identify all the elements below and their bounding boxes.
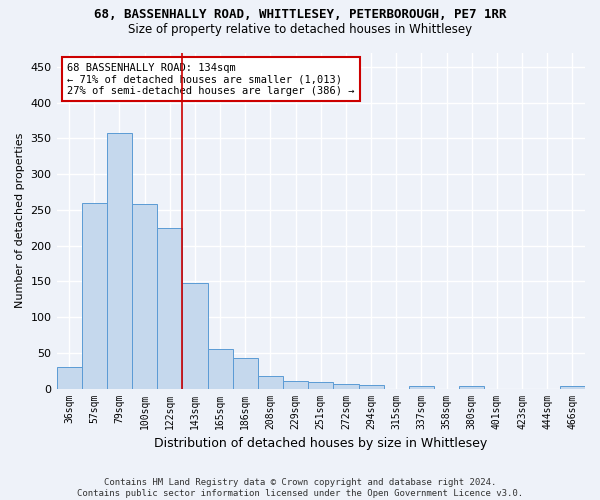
Text: Size of property relative to detached houses in Whittlesey: Size of property relative to detached ho… <box>128 22 472 36</box>
Bar <box>334 384 359 388</box>
Y-axis label: Number of detached properties: Number of detached properties <box>15 133 25 308</box>
Bar <box>233 358 258 388</box>
Bar <box>182 284 208 389</box>
Bar <box>107 134 132 388</box>
Bar <box>258 376 283 388</box>
Bar <box>132 204 157 388</box>
Bar <box>308 382 334 388</box>
Bar <box>560 386 585 388</box>
X-axis label: Distribution of detached houses by size in Whittlesey: Distribution of detached houses by size … <box>154 437 487 450</box>
Text: Contains HM Land Registry data © Crown copyright and database right 2024.
Contai: Contains HM Land Registry data © Crown c… <box>77 478 523 498</box>
Bar <box>208 348 233 389</box>
Text: 68, BASSENHALLY ROAD, WHITTLESEY, PETERBOROUGH, PE7 1RR: 68, BASSENHALLY ROAD, WHITTLESEY, PETERB… <box>94 8 506 20</box>
Bar <box>359 385 383 388</box>
Bar <box>283 380 308 388</box>
Bar <box>409 386 434 388</box>
Bar <box>157 228 182 388</box>
Bar <box>82 202 107 388</box>
Bar <box>459 386 484 388</box>
Bar <box>56 367 82 388</box>
Text: 68 BASSENHALLY ROAD: 134sqm
← 71% of detached houses are smaller (1,013)
27% of : 68 BASSENHALLY ROAD: 134sqm ← 71% of det… <box>67 62 355 96</box>
